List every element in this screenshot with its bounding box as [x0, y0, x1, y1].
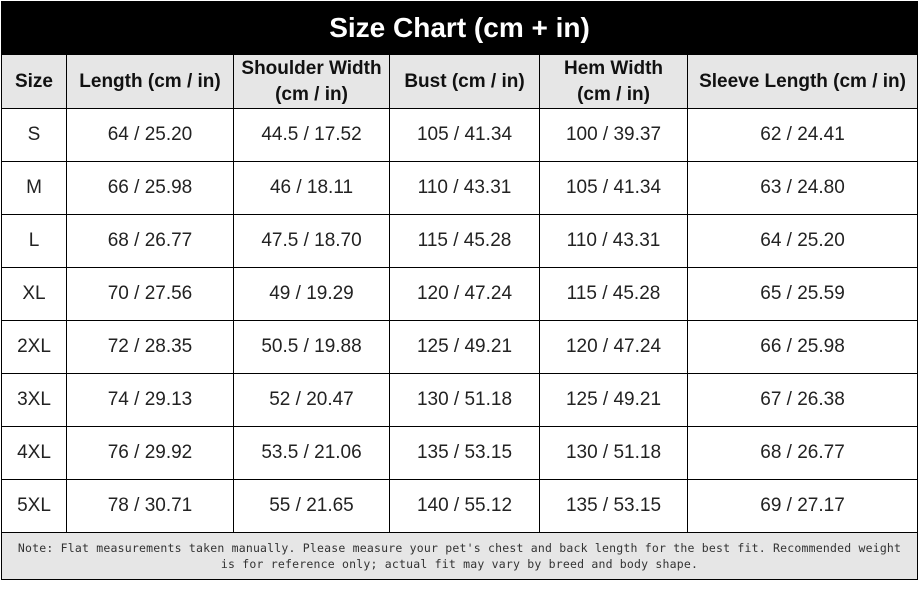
header-row: Size Length (cm / in) Shoulder Width (cm /… [1, 54, 919, 109]
table-title: Size Chart (cm + in) [0, 1, 919, 55]
column-header: Length (cm / in) [66, 54, 234, 109]
table-cell: 2XL [1, 320, 67, 374]
table-cell: 64 / 25.20 [686, 214, 919, 268]
note: Note: Flat measurements taken manually. … [0, 532, 919, 580]
table-cell: L [1, 214, 67, 268]
table-cell: 110 / 43.31 [539, 214, 688, 268]
table-row: S 64 / 25.20 44.5 / 17.52 105 / 41.34 100 / … [1, 108, 919, 162]
table-row: 2XL 72 / 28.35 50.5 / 19.88 125 / 49.21 120 … [1, 320, 919, 374]
size-table: Size Chart (cm + in) Size Length (cm / in… [0, 1, 919, 580]
table-cell: 110 / 43.31 [389, 161, 540, 215]
table-cell: 66 / 25.98 [686, 320, 919, 374]
table-cell: 49 / 19.29 [233, 267, 390, 321]
table-cell: 62 / 24.41 [686, 108, 919, 162]
table-cell: 70 / 27.56 [66, 267, 234, 321]
column-header: Sleeve Length (cm / in) [686, 54, 919, 109]
table-cell: 125 / 49.21 [539, 373, 688, 427]
table-cell: 74 / 29.13 [66, 373, 234, 427]
table-cell: 69 / 27.17 [686, 479, 919, 533]
table-cell: 47.5 / 18.70 [233, 214, 390, 268]
size-chart: Size Chart (cm + in) Size Length (cm / in… [0, 1, 919, 580]
table-cell: 135 / 53.15 [539, 479, 688, 533]
table-row: XL 70 / 27.56 49 / 19.29 120 / 47.24 115 / 4… [1, 267, 919, 321]
table-cell: 4XL [1, 426, 67, 480]
table-cell: 68 / 26.77 [686, 426, 919, 480]
table-cell: 50.5 / 19.88 [233, 320, 390, 374]
table-cell: 5XL [1, 479, 67, 533]
table-cell: 72 / 28.35 [66, 320, 234, 374]
table-row: M 66 / 25.98 46 / 18.11 110 / 43.31 105 / 41… [1, 161, 919, 215]
table-cell: 78 / 30.71 [66, 479, 234, 533]
table-cell: 130 / 51.18 [539, 426, 688, 480]
table-row: 5XL 78 / 30.71 55 / 21.65 140 / 55.12 135 / … [1, 479, 919, 533]
table-cell: 140 / 55.12 [389, 479, 540, 533]
table-cell: 52 / 20.47 [233, 373, 390, 427]
table-cell: 53.5 / 21.06 [233, 426, 390, 480]
column-header: Bust (cm / in) [389, 54, 540, 109]
table-cell: 105 / 41.34 [539, 161, 688, 215]
table-cell: 135 / 53.15 [389, 426, 540, 480]
table-cell: XL [1, 267, 67, 321]
table-cell: 67 / 26.38 [686, 373, 919, 427]
column-header: Shoulder Width (cm / in) [233, 54, 390, 109]
column-header: Size [1, 54, 67, 109]
table-cell: 66 / 25.98 [66, 161, 234, 215]
table-cell: 100 / 39.37 [539, 108, 688, 162]
table-cell: 44.5 / 17.52 [233, 108, 390, 162]
column-header: Hem Width (cm / in) [539, 54, 688, 109]
table-row: 3XL 74 / 29.13 52 / 20.47 130 / 51.18 125 / … [1, 373, 919, 427]
table-row: L 68 / 26.77 47.5 / 18.70 115 / 45.28 110 / … [1, 214, 919, 268]
table-cell: 63 / 24.80 [686, 161, 919, 215]
table-cell: S [1, 108, 67, 162]
table-cell: 105 / 41.34 [389, 108, 540, 162]
table-cell: 120 / 47.24 [389, 267, 540, 321]
table-cell: M [1, 161, 67, 215]
table-cell: 120 / 47.24 [539, 320, 688, 374]
table-cell: 64 / 25.20 [66, 108, 234, 162]
table-row: 4XL 76 / 29.92 53.5 / 21.06 135 / 53.15 130 … [1, 426, 919, 480]
table-cell: 65 / 25.59 [686, 267, 919, 321]
table-cell: 68 / 26.77 [66, 214, 234, 268]
table-cell: 46 / 18.11 [233, 161, 390, 215]
table-cell: 130 / 51.18 [389, 373, 540, 427]
table-cell: 115 / 45.28 [389, 214, 540, 268]
table-cell: 3XL [1, 373, 67, 427]
table-cell: 125 / 49.21 [389, 320, 540, 374]
table-cell: 55 / 21.65 [233, 479, 390, 533]
table-cell: 76 / 29.92 [66, 426, 234, 480]
table-cell: 115 / 45.28 [539, 267, 688, 321]
